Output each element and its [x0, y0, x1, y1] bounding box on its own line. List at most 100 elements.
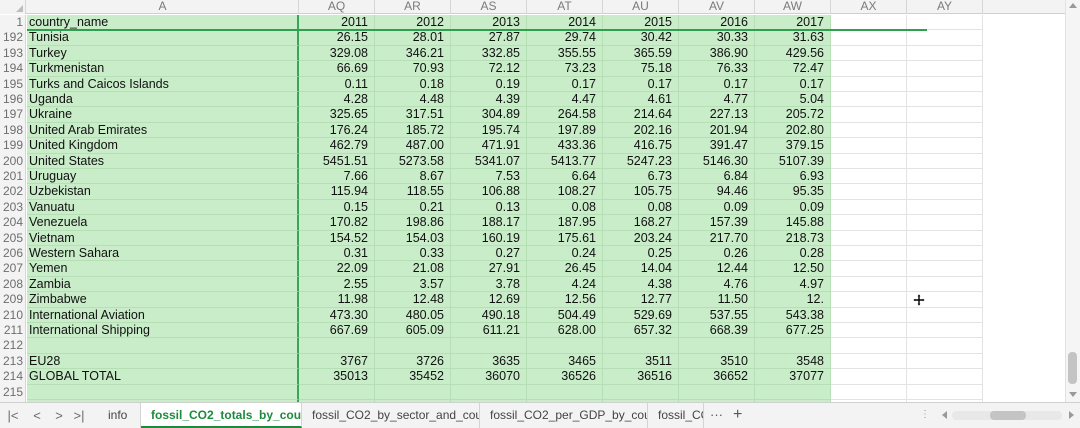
cell-value[interactable]: 5146.30 — [679, 153, 755, 169]
cell-value[interactable] — [907, 369, 983, 385]
cell-value[interactable] — [603, 400, 679, 402]
row-number[interactable]: 198 — [0, 122, 26, 139]
cell-value[interactable] — [907, 261, 983, 277]
cell-value[interactable]: 30.33 — [679, 30, 755, 46]
cell-value[interactable]: 480.05 — [375, 307, 451, 323]
sheet-tab[interactable]: fossil_CO2_totals_by_country — [141, 403, 302, 428]
cell-value[interactable]: 202.16 — [603, 122, 679, 139]
cell-value[interactable]: 36516 — [603, 369, 679, 385]
cell-value[interactable]: 26.45 — [527, 261, 603, 277]
cell-value[interactable] — [375, 400, 451, 402]
cell-value[interactable]: 0.09 — [679, 199, 755, 216]
cell-value[interactable]: 5107.39 — [755, 153, 831, 169]
column-header-a[interactable]: A — [27, 0, 299, 14]
cell-value[interactable] — [831, 276, 907, 293]
cell-value[interactable] — [831, 61, 907, 77]
cell-value[interactable] — [755, 400, 831, 402]
cell-value[interactable]: 35013 — [299, 369, 375, 385]
row-number[interactable]: 193 — [0, 45, 26, 62]
cell-value[interactable]: 72.47 — [755, 61, 831, 77]
cell-value[interactable] — [603, 384, 679, 400]
cell-value[interactable] — [755, 338, 831, 354]
cell-value[interactable]: 170.82 — [299, 215, 375, 231]
cell-value[interactable] — [907, 122, 983, 139]
cell-value[interactable]: 0.27 — [451, 246, 527, 262]
cell-country-name[interactable]: International Shipping — [27, 323, 299, 339]
cell-value[interactable]: 35452 — [375, 369, 451, 385]
cell-value[interactable]: 3.57 — [375, 276, 451, 293]
cell-value[interactable] — [831, 169, 907, 185]
cell-value[interactable]: 4.28 — [299, 92, 375, 108]
cell-value[interactable]: 0.17 — [527, 76, 603, 92]
cell-value[interactable]: 4.24 — [527, 276, 603, 293]
cell-value[interactable] — [907, 384, 983, 400]
cell-value[interactable]: 0.08 — [603, 199, 679, 216]
cell-value[interactable]: 0.17 — [679, 76, 755, 92]
cell-value[interactable] — [831, 369, 907, 385]
cell-value[interactable] — [907, 153, 983, 169]
cell-value[interactable]: 346.21 — [375, 45, 451, 62]
more-tabs-button[interactable]: ··· — [710, 407, 723, 422]
cell-value[interactable]: 27.91 — [451, 261, 527, 277]
cell-value[interactable]: 6.93 — [755, 169, 831, 185]
cell-value[interactable]: 3635 — [451, 353, 527, 370]
cell-value[interactable] — [831, 45, 907, 62]
cell-value[interactable]: 105.75 — [603, 184, 679, 200]
cell-value[interactable]: 11.98 — [299, 292, 375, 308]
cell-value[interactable]: 0.09 — [755, 199, 831, 216]
cell-country-name[interactable]: Turkey — [27, 45, 299, 62]
cell-country-name[interactable]: Venezuela — [27, 215, 299, 231]
cell-value[interactable]: 7.53 — [451, 169, 527, 185]
row-number[interactable]: 208 — [0, 276, 26, 293]
cell-value[interactable]: 386.90 — [679, 45, 755, 62]
column-header-av[interactable]: AV — [679, 0, 755, 14]
cell-value[interactable] — [755, 384, 831, 400]
cell-value[interactable]: 115.94 — [299, 184, 375, 200]
column-header-as[interactable]: AS — [451, 0, 527, 14]
cell-value[interactable]: 3465 — [527, 353, 603, 370]
cell-value[interactable]: 0.24 — [527, 246, 603, 262]
cell-value[interactable]: 668.39 — [679, 323, 755, 339]
cell-value[interactable]: 3510 — [679, 353, 755, 370]
cell-country-name[interactable]: International Aviation — [27, 307, 299, 323]
cell-value[interactable]: 227.13 — [679, 107, 755, 123]
cell-value[interactable]: 317.51 — [375, 107, 451, 123]
cell-value[interactable] — [831, 184, 907, 200]
row-number[interactable]: 211 — [0, 323, 26, 339]
cell-value[interactable]: 611.21 — [451, 323, 527, 339]
last-sheet-icon[interactable]: >| — [73, 408, 85, 423]
cell-value[interactable]: 504.49 — [527, 307, 603, 323]
cell-value[interactable]: 66.69 — [299, 61, 375, 77]
row-number[interactable]: 212 — [0, 338, 26, 354]
row-number[interactable]: 204 — [0, 215, 26, 231]
cell-country-name[interactable]: Turkmenistan — [27, 61, 299, 77]
row-number[interactable]: 213 — [0, 353, 26, 370]
cell-value[interactable]: 27.87 — [451, 30, 527, 46]
cell-value[interactable]: 7.66 — [299, 169, 375, 185]
cell-value[interactable]: 490.18 — [451, 307, 527, 323]
cell-value[interactable] — [451, 338, 527, 354]
column-header-au[interactable]: AU — [603, 0, 679, 14]
cell-value[interactable] — [831, 384, 907, 400]
select-all-corner[interactable] — [0, 0, 26, 14]
cell-value[interactable] — [831, 230, 907, 246]
cell-value[interactable]: 118.55 — [375, 184, 451, 200]
cell-value[interactable]: 0.08 — [527, 199, 603, 216]
cell-value[interactable]: 0.15 — [299, 199, 375, 216]
cell-value[interactable]: 543.38 — [755, 307, 831, 323]
cell-country-name[interactable]: United Arab Emirates — [27, 122, 299, 139]
cell-value[interactable]: 667.69 — [299, 323, 375, 339]
cell-value[interactable]: 214.64 — [603, 107, 679, 123]
cell-country-name[interactable]: Vanuatu — [27, 199, 299, 216]
row-number[interactable]: 197 — [0, 107, 26, 123]
row-number[interactable]: 206 — [0, 246, 26, 262]
cell-value[interactable]: 188.17 — [451, 215, 527, 231]
cell-value[interactable] — [831, 92, 907, 108]
cell-value[interactable]: 14.04 — [603, 261, 679, 277]
cell-value[interactable]: 264.58 — [527, 107, 603, 123]
cell-value[interactable]: 325.65 — [299, 107, 375, 123]
cell-country-name[interactable]: United States — [27, 153, 299, 169]
cell-value[interactable]: 187.95 — [527, 215, 603, 231]
cell-value[interactable]: 197.89 — [527, 122, 603, 139]
cell-value[interactable]: 168.27 — [603, 215, 679, 231]
